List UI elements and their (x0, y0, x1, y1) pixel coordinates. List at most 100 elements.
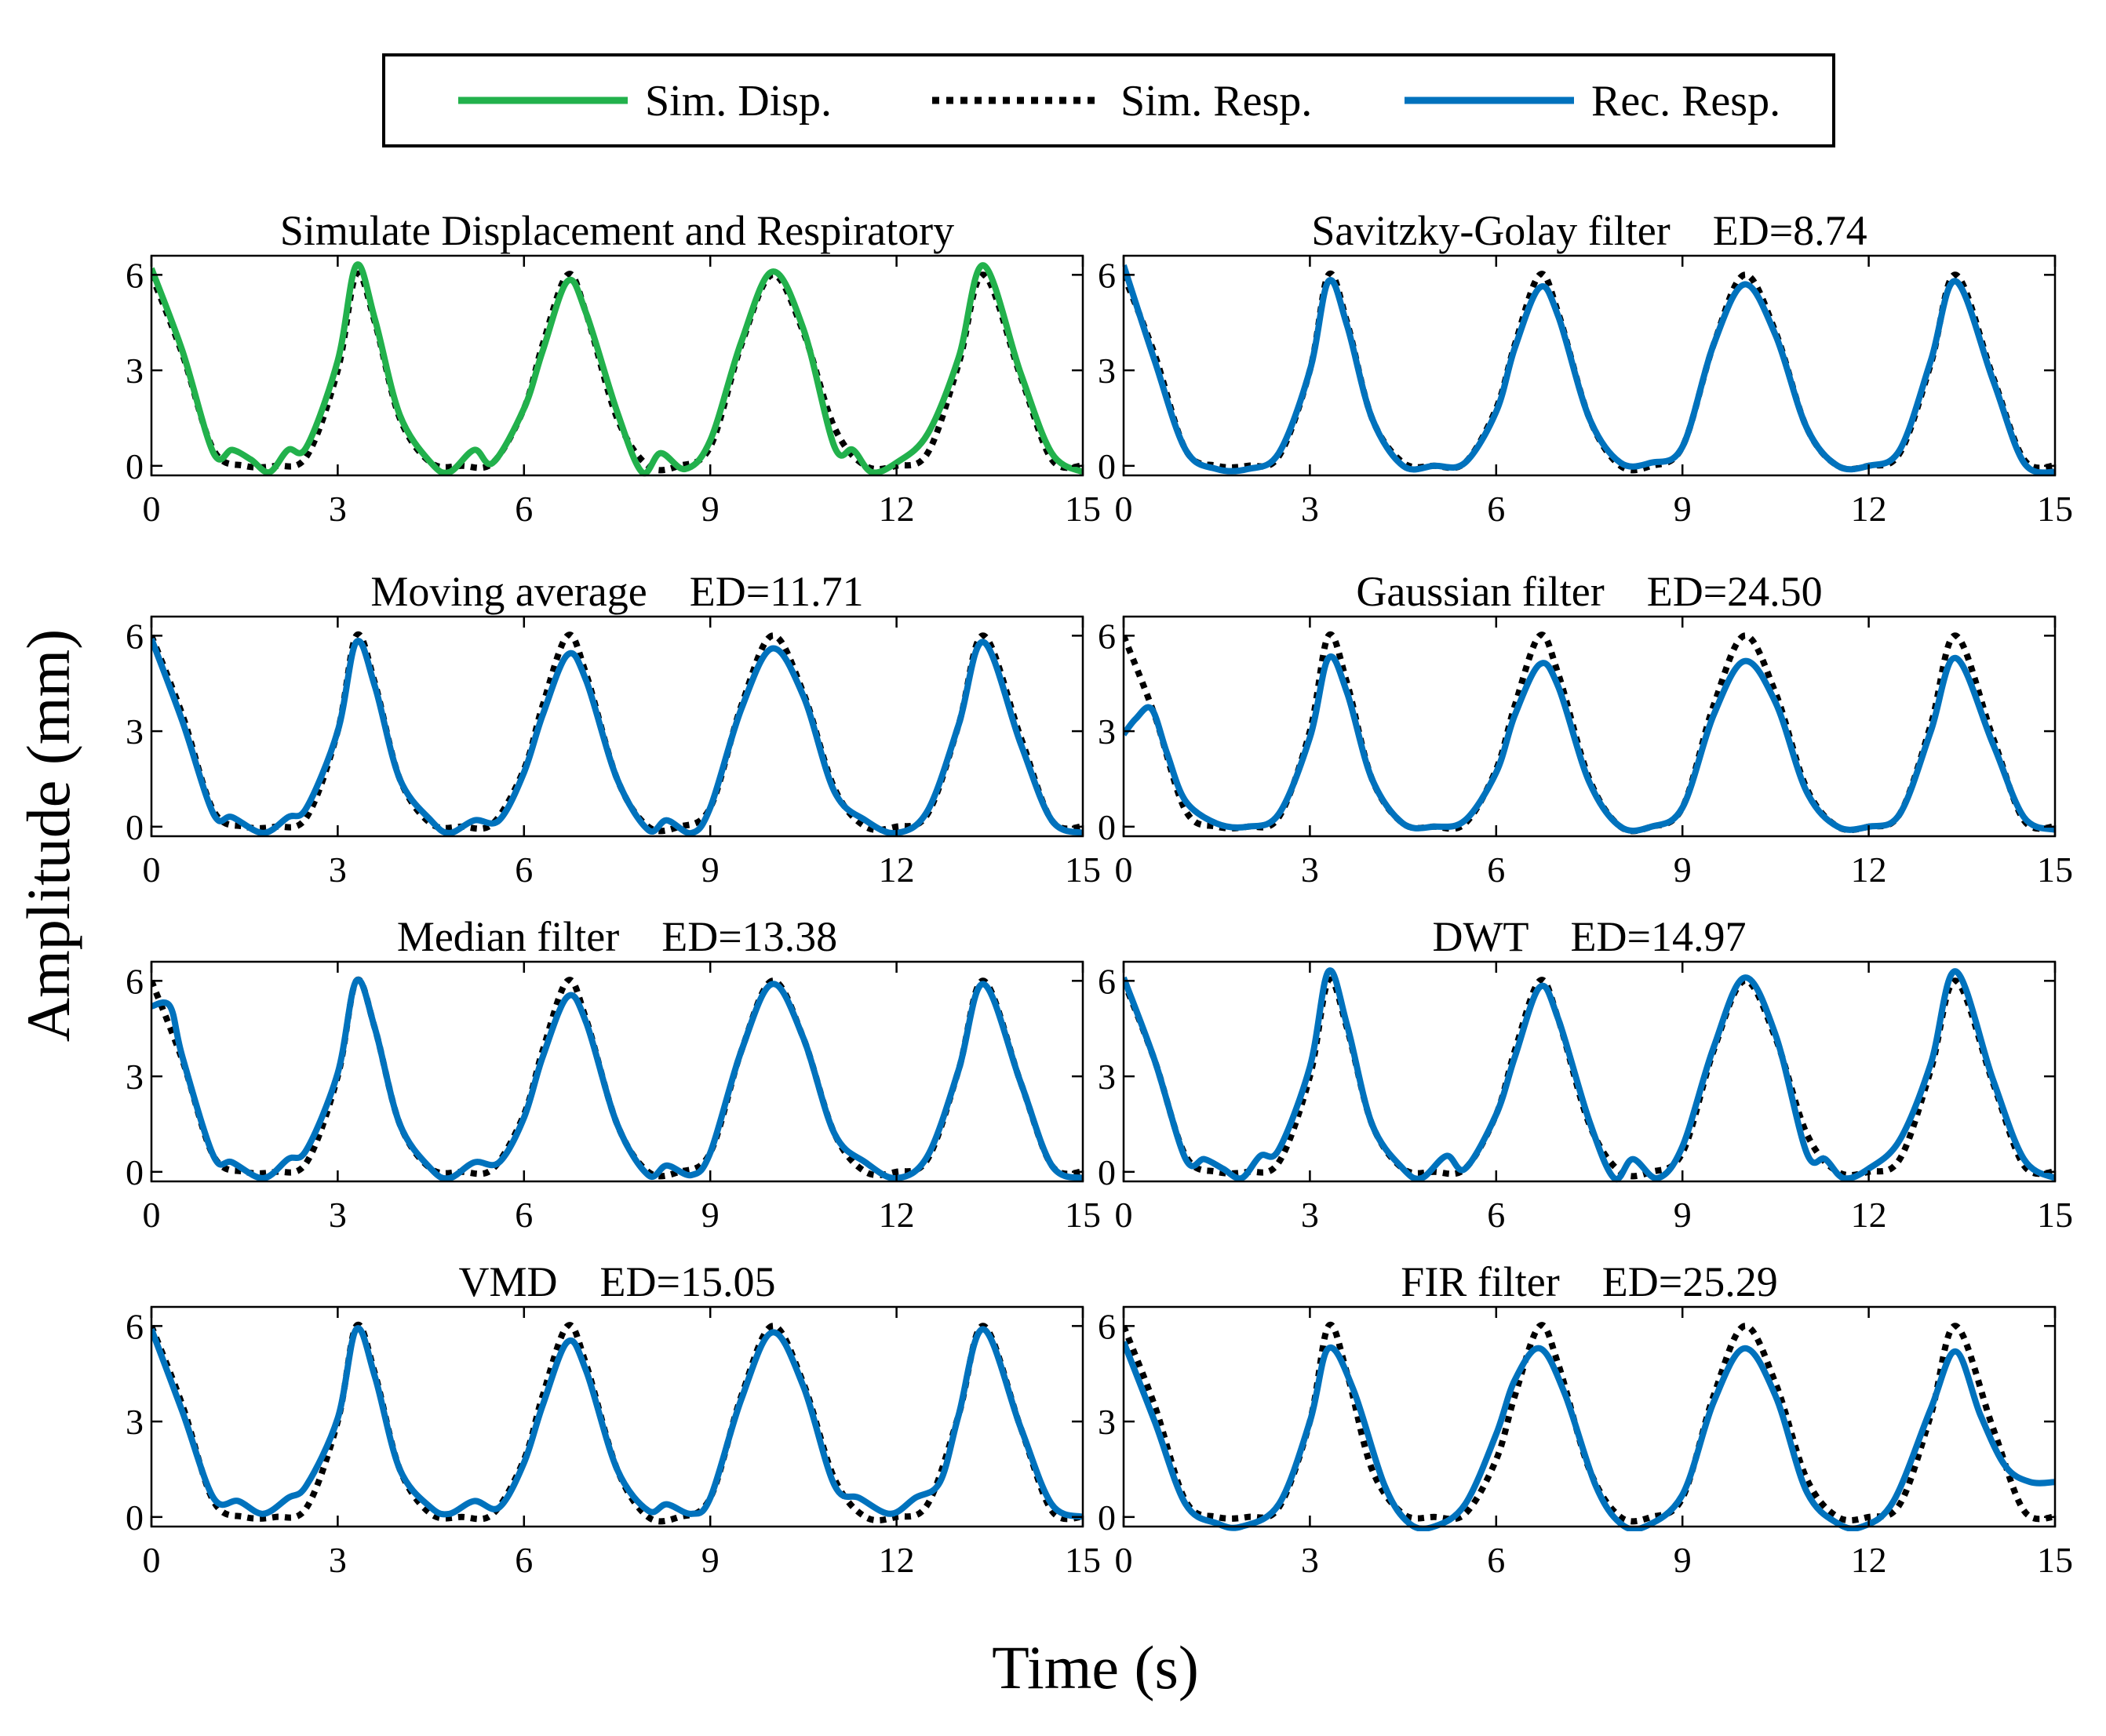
x-tick-label: 6 (515, 1195, 533, 1235)
x-tick-label: 0 (1115, 1195, 1133, 1235)
series-line-rec-resp (151, 976, 1083, 1182)
axes-box (150, 960, 1084, 1183)
y-tick-label: 0 (1098, 1498, 1116, 1538)
x-tick-label: 15 (2037, 850, 2073, 890)
x-tick-label: 12 (879, 1540, 915, 1580)
y-tick-label: 0 (1098, 446, 1116, 486)
x-tick-label: 0 (143, 850, 161, 890)
x-tick-label: 9 (701, 850, 720, 890)
axes-box (1122, 1305, 2057, 1528)
series-line-rec-resp (151, 637, 1083, 837)
x-tick-label: 6 (515, 850, 533, 890)
panel-6: 0 3 6 9 12 15 0 3 6 DWT ED=14.97 (1098, 913, 2073, 1235)
x-tick-label: 12 (1851, 1195, 1887, 1235)
series-group (1124, 1321, 2055, 1531)
panel-title: DWT ED=14.97 (1433, 913, 1747, 960)
x-tick-label: 3 (1301, 850, 1319, 890)
series-group (1124, 264, 2055, 476)
x-tick-label: 12 (879, 489, 915, 529)
x-tick-label: 12 (879, 1195, 915, 1235)
x-tick-label: 0 (1115, 850, 1133, 890)
series-line-rec-resp (1124, 264, 2055, 476)
y-tick-label: 6 (126, 616, 144, 656)
axes-box (1122, 254, 2057, 477)
y-tick-label: 6 (126, 255, 144, 295)
panel-title: Gaussian filter ED=24.50 (1356, 568, 1822, 615)
legend-label-sim-resp: Sim. Resp. (1120, 77, 1312, 126)
x-tick-label: 0 (1115, 489, 1133, 529)
plot-area (151, 617, 1083, 836)
x-tick-label: 9 (1674, 1540, 1692, 1580)
x-tick-label: 6 (515, 1540, 533, 1580)
legend-label-sim-disp: Sim. Disp. (645, 77, 832, 126)
x-tick-label: 15 (2037, 1195, 2073, 1235)
series-group (151, 976, 1083, 1182)
panel-1: 0 3 6 9 12 15 0 3 6 Simulate Displacement and Res… (126, 207, 1101, 529)
series-line-rec-resp (1124, 967, 2055, 1183)
panel-title: Median filter ED=13.38 (397, 913, 837, 960)
plot-area (1124, 962, 2055, 1181)
legend: Sim. Disp. Sim. Resp. Rec. Resp. (382, 53, 1835, 147)
panel-3: 0 3 6 9 12 15 0 3 6 Moving average ED=11.71 (126, 568, 1101, 890)
panel-title: Moving average ED=11.71 (370, 568, 863, 615)
y-tick-label: 3 (126, 712, 144, 752)
x-tick-label: 15 (1065, 1195, 1101, 1235)
x-tick-label: 6 (1487, 850, 1505, 890)
y-tick-label: 3 (1098, 351, 1116, 391)
x-axis-label: Time (s) (992, 1633, 1199, 1701)
x-tick-label: 9 (701, 489, 720, 529)
axes-box (1122, 615, 2057, 838)
y-tick-label: 3 (126, 351, 144, 391)
x-tick-label: 6 (515, 489, 533, 529)
plot-area (1124, 617, 2055, 836)
axes-box (1122, 960, 2057, 1183)
panel-2: 0 3 6 9 12 15 0 3 6 Savitzky-Golay filter ED=8.74 (1098, 207, 2073, 529)
legend-label-rec-resp: Rec. Resp. (1591, 77, 1780, 126)
series-line-sim-disp (151, 261, 1083, 477)
series-line-rec-resp (1124, 1341, 2055, 1531)
y-tick-label: 3 (126, 1402, 144, 1442)
y-tick-label: 6 (1098, 255, 1116, 295)
x-tick-label: 9 (1674, 489, 1692, 529)
panel-title: VMD ED=15.05 (459, 1258, 776, 1305)
plot-area (1124, 1307, 2055, 1527)
x-tick-label: 6 (1487, 1195, 1505, 1235)
panel-7: 0 3 6 9 12 15 0 3 6 VMD ED=15.05 (126, 1258, 1101, 1580)
y-tick-label: 6 (1098, 616, 1116, 656)
x-tick-label: 12 (1851, 1540, 1887, 1580)
y-tick-label: 0 (1098, 807, 1116, 847)
y-tick-label: 3 (1098, 1057, 1116, 1097)
series-line-sim-resp (151, 1321, 1083, 1525)
x-tick-label: 15 (1065, 489, 1101, 529)
series-line-sim-resp (151, 270, 1083, 474)
y-tick-label: 0 (126, 1152, 144, 1192)
panel-title: FIR filter ED=25.29 (1401, 1258, 1777, 1305)
axes-box (150, 1305, 1084, 1528)
x-tick-label: 12 (1851, 489, 1887, 529)
x-tick-label: 3 (329, 1540, 347, 1580)
x-tick-label: 0 (1115, 1540, 1133, 1580)
x-tick-label: 12 (1851, 850, 1887, 890)
axes-box (150, 254, 1084, 477)
panel-4: 0 3 6 9 12 15 0 3 6 Gaussian filter ED=24.50 (1098, 568, 2073, 890)
y-tick-label: 6 (126, 961, 144, 1001)
panel-title: Savitzky-Golay filter ED=8.74 (1311, 207, 1867, 254)
y-tick-label: 0 (126, 807, 144, 847)
x-tick-label: 9 (701, 1540, 720, 1580)
x-tick-label: 3 (1301, 1195, 1319, 1235)
series-line-sim-resp (1124, 976, 2055, 1180)
x-tick-label: 3 (329, 489, 347, 529)
plot-area (1124, 256, 2055, 475)
x-tick-label: 9 (701, 1195, 720, 1235)
series-line-sim-resp (151, 976, 1083, 1180)
series-group (1124, 967, 2055, 1183)
x-tick-label: 12 (879, 850, 915, 890)
x-tick-label: 15 (2037, 489, 2073, 529)
x-tick-label: 6 (1487, 1540, 1505, 1580)
series-group (1124, 631, 2055, 835)
y-tick-label: 6 (1098, 1306, 1116, 1346)
y-tick-label: 0 (1098, 1152, 1116, 1192)
x-tick-label: 3 (1301, 489, 1319, 529)
